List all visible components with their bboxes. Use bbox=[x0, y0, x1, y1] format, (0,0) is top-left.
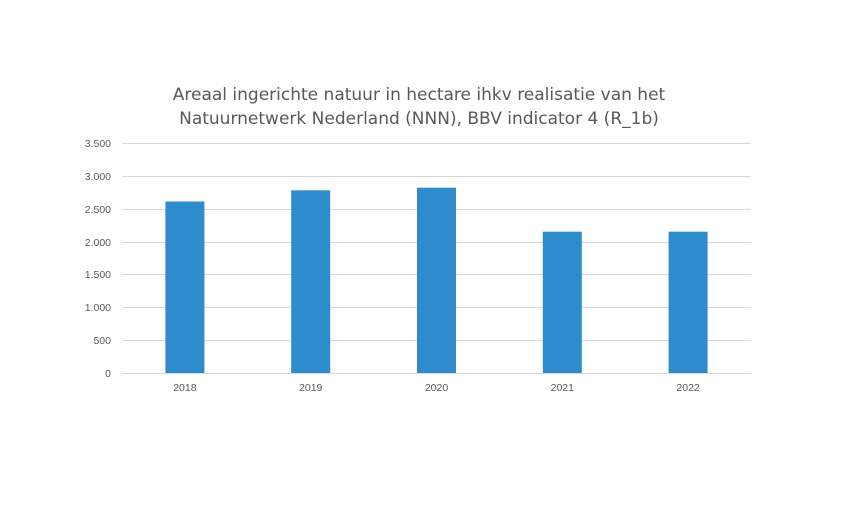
x-axis-tick-labels: 2018 2019 2020 2021 2022 bbox=[173, 382, 700, 394]
bar-2021 bbox=[542, 231, 582, 373]
gridlines bbox=[122, 143, 751, 374]
y-tick-label: 1.000 bbox=[85, 302, 111, 314]
y-tick-label: 3.500 bbox=[85, 138, 111, 150]
y-tick-label: 2.500 bbox=[85, 204, 111, 216]
y-tick-label: 1.500 bbox=[85, 269, 111, 281]
bar-2018 bbox=[165, 201, 205, 373]
y-tick-label: 500 bbox=[93, 335, 111, 347]
bar-2022 bbox=[668, 231, 708, 373]
chart-title-line-2: Natuurnetwerk Nederland (NNN), BBV indic… bbox=[179, 109, 659, 129]
y-tick-label: 2.000 bbox=[85, 237, 111, 249]
y-axis-tick-labels: 0 500 1.000 1.500 2.000 2.500 3.000 3.500 bbox=[85, 138, 111, 380]
y-tick-label: 0 bbox=[105, 368, 111, 380]
x-tick-label-2019: 2019 bbox=[299, 382, 323, 394]
bar-2020 bbox=[417, 187, 456, 373]
x-tick-label-2018: 2018 bbox=[173, 382, 197, 394]
bar-2019 bbox=[291, 190, 331, 373]
x-tick-label-2022: 2022 bbox=[676, 382, 700, 394]
bars bbox=[165, 187, 708, 373]
chart-title-line-1: Areaal ingerichte natuur in hectare ihkv… bbox=[172, 85, 666, 105]
x-tick-label-2020: 2020 bbox=[425, 382, 449, 394]
x-tick-label-2021: 2021 bbox=[551, 382, 575, 394]
y-tick-label: 3.000 bbox=[85, 171, 111, 183]
